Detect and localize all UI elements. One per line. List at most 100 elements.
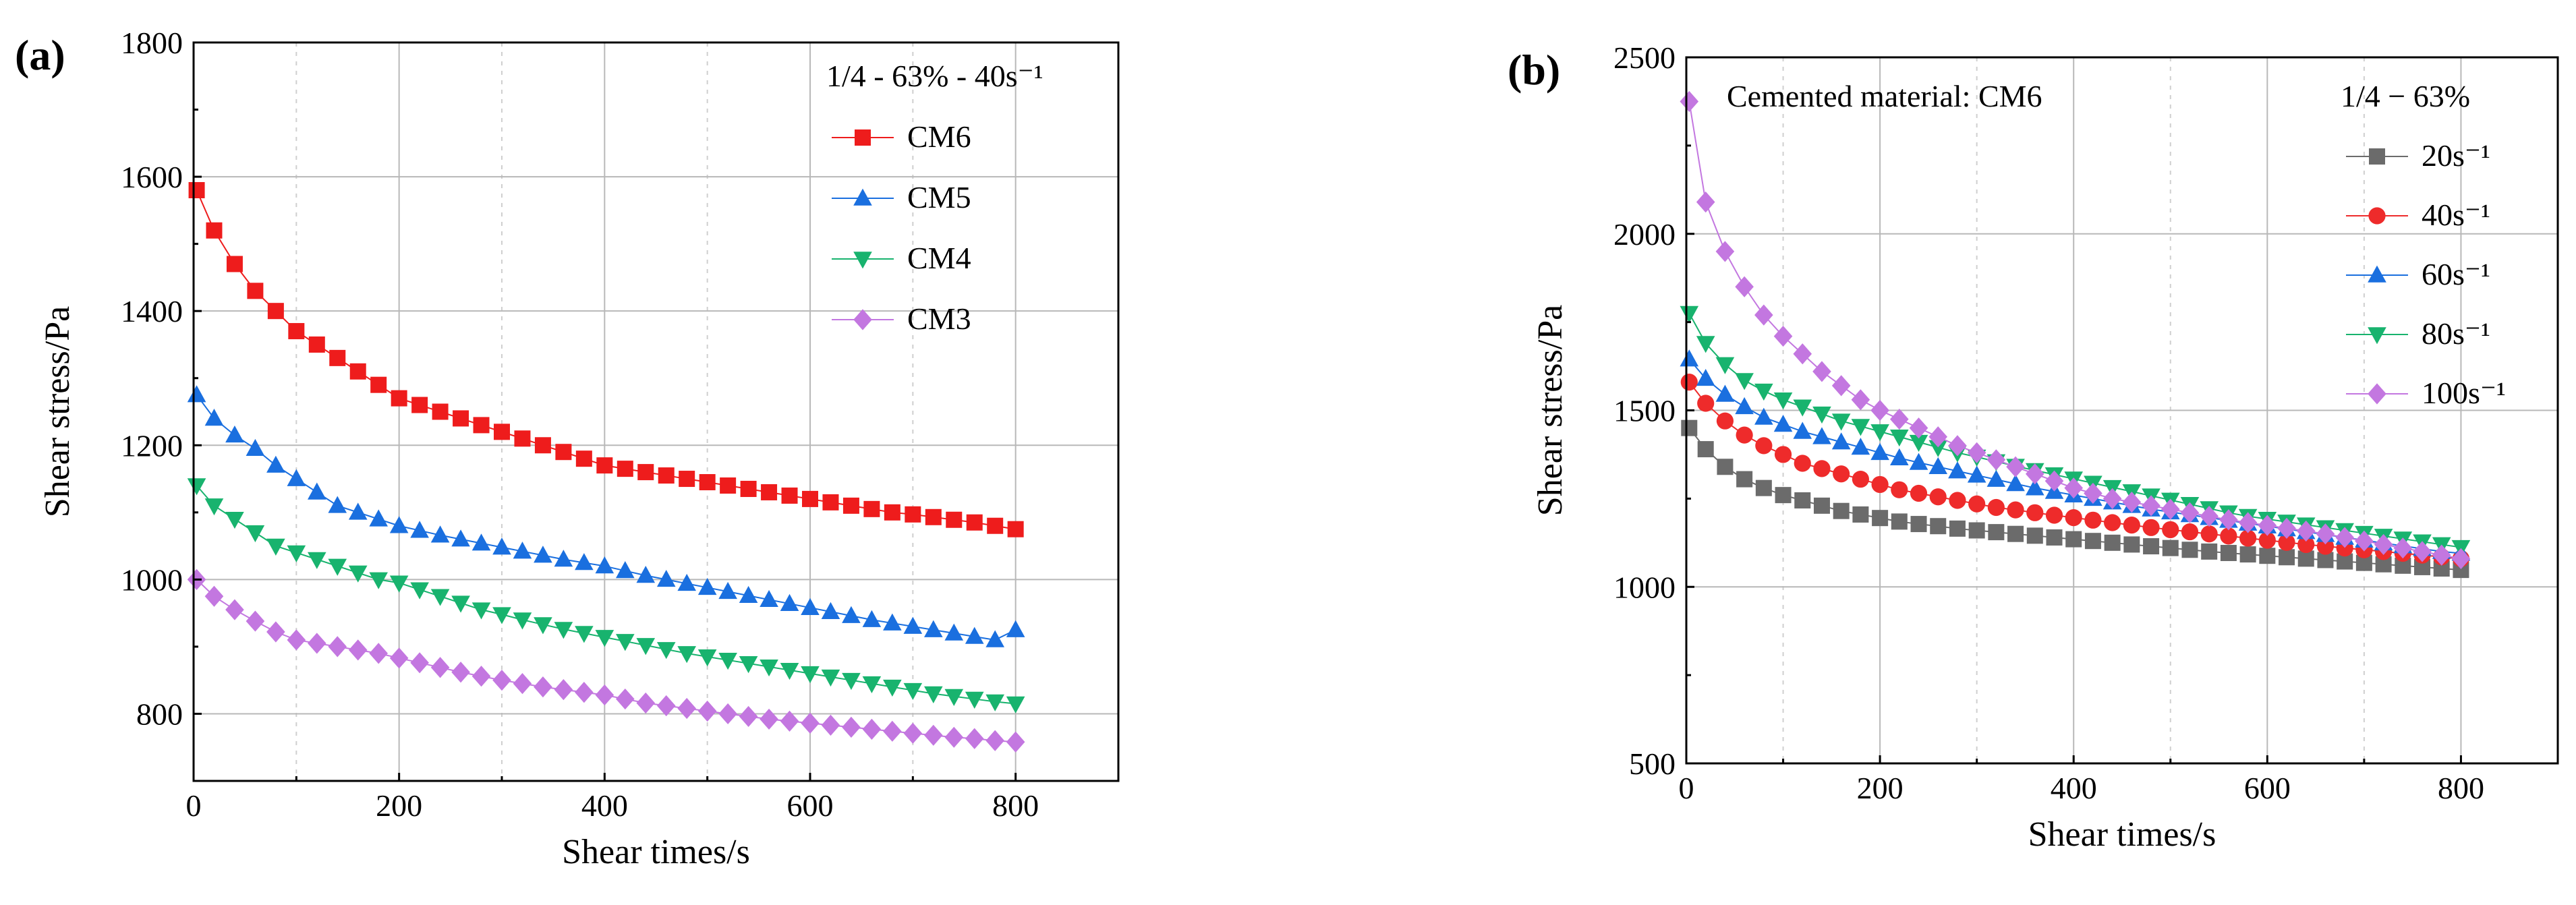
data-point (903, 682, 923, 701)
data-point (1831, 432, 1851, 450)
data-point (410, 582, 429, 600)
data-point (206, 222, 223, 239)
legend-marker (853, 309, 872, 330)
data-point (204, 498, 224, 516)
data-point (1680, 90, 1699, 113)
data-point (739, 705, 758, 728)
data-point (2084, 511, 2102, 529)
data-point (1715, 241, 1735, 262)
data-point (348, 565, 368, 583)
data-point (636, 565, 656, 583)
data-point (884, 504, 900, 521)
data-point (924, 686, 943, 703)
legend-label: CM5 (907, 180, 971, 214)
data-point (389, 516, 409, 533)
legend-label: 40s⁻¹ (2422, 198, 2490, 232)
series-3 (187, 568, 1025, 753)
data-point (821, 602, 840, 619)
data-point (801, 597, 820, 615)
data-point (679, 471, 695, 488)
data-point (1833, 502, 1850, 519)
data-point (636, 692, 656, 714)
data-point (430, 657, 450, 678)
data-point (2007, 501, 2024, 519)
data-point (2065, 531, 2082, 548)
data-point (288, 323, 305, 340)
data-point (2451, 548, 2471, 569)
series-1 (187, 385, 1025, 647)
data-point (780, 710, 799, 732)
data-point (1007, 521, 1024, 537)
data-point (2142, 495, 2160, 517)
data-point (328, 558, 347, 576)
data-point (2162, 539, 2179, 556)
data-point (575, 553, 594, 571)
data-point (287, 469, 306, 486)
data-point (1773, 415, 1793, 432)
data-point (2219, 509, 2238, 531)
data-point (616, 688, 635, 710)
data-point (1928, 426, 1948, 448)
data-point (266, 538, 285, 556)
data-point (677, 697, 696, 720)
data-point (862, 676, 882, 694)
data-point (451, 595, 470, 613)
data-point (1696, 192, 1715, 213)
data-point (2297, 535, 2315, 554)
data-point (1870, 424, 1889, 442)
panel-label: (a) (15, 31, 65, 79)
data-point (1680, 305, 1699, 323)
legend-marker (853, 252, 872, 269)
x-tick-label: 600 (787, 788, 834, 823)
data-point (348, 639, 368, 661)
data-point (492, 537, 511, 555)
data-point (821, 669, 840, 687)
data-point (1890, 429, 1909, 447)
data-point (2064, 477, 2084, 499)
y-tick-label: 1800 (121, 26, 183, 60)
data-point (2065, 509, 2082, 527)
series-0 (188, 182, 1024, 537)
y-tick-label: 1000 (1613, 570, 1676, 604)
data-point (965, 728, 984, 749)
data-point (1774, 446, 1792, 463)
data-point (575, 626, 594, 643)
data-point (2084, 482, 2102, 504)
data-point (2122, 492, 2142, 513)
data-point (697, 649, 717, 667)
data-point (985, 630, 1004, 647)
data-point (1006, 696, 1025, 713)
data-point (492, 607, 511, 624)
x-tick-label: 400 (2051, 771, 2097, 805)
data-point (1928, 457, 1948, 475)
data-point (1696, 336, 1715, 353)
panel-a: 0 200 400 600 800 800 1000 1200 1400 1600 1800 Shea… (15, 26, 1120, 871)
data-point (944, 726, 964, 748)
data-point (697, 577, 717, 595)
data-point (760, 708, 778, 730)
legend-label: CM3 (907, 301, 971, 336)
data-point (2258, 531, 2276, 549)
data-point (575, 682, 594, 703)
data-point (780, 593, 799, 611)
data-point (656, 695, 676, 717)
data-point (718, 703, 737, 725)
data-point (204, 585, 224, 607)
data-point (308, 633, 326, 654)
data-point (1890, 408, 1909, 430)
data-point (1852, 470, 1869, 488)
data-point (1909, 434, 1928, 452)
data-point (883, 613, 902, 631)
data-point (1831, 375, 1851, 397)
panel-b: 0 200 400 600 800 500 1000 1500 2000 2500 Shear ti… (1508, 40, 2559, 854)
legend-title: 1/4 − 63% (2341, 79, 2470, 113)
data-point (2355, 530, 2374, 552)
legend-marker (2368, 207, 2386, 225)
series-4 (1680, 90, 2471, 569)
data-point (534, 437, 551, 454)
data-point (946, 511, 963, 528)
data-point (2102, 488, 2122, 509)
data-point (925, 508, 942, 525)
data-point (863, 500, 880, 517)
series-line (196, 579, 1016, 743)
